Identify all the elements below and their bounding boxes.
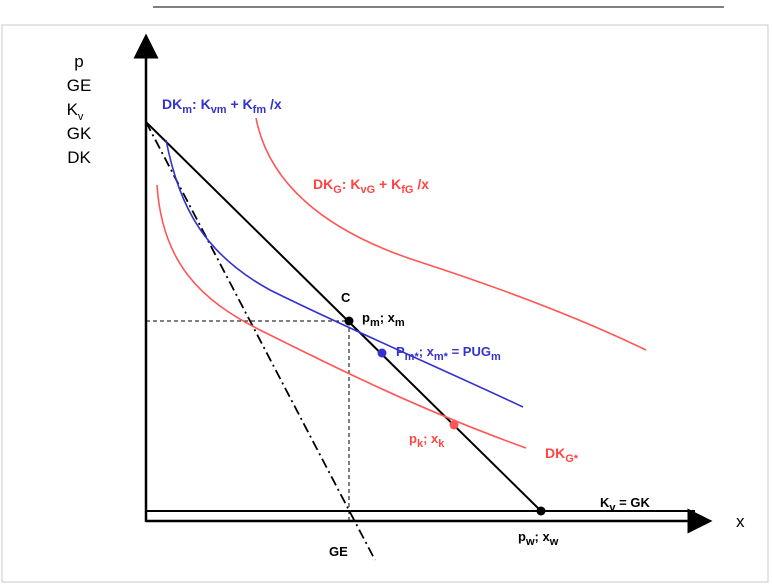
- point-c-label: C: [341, 290, 351, 305]
- demand-line: [145, 121, 542, 512]
- ge-label: GE: [329, 544, 348, 559]
- dk-g-label: DKG: KvG + KfG /x: [313, 176, 429, 196]
- point-c: [344, 316, 354, 326]
- y-label-kv-sub: v: [78, 111, 84, 123]
- pm-xm-label: pm; xm: [362, 310, 405, 329]
- dk-m-label: DKm: Kvm + Kfm /x: [162, 96, 282, 116]
- dk-gstar-curve: [156, 184, 527, 449]
- pmstar-label: Pm*; xm* = PUGm: [396, 344, 501, 363]
- dk-g-curve: [255, 117, 647, 351]
- pk-xk-label: pk; xk: [409, 431, 445, 450]
- y-axis-labels: p GE Kv GK DK: [67, 52, 92, 167]
- y-label-kv-main: K: [67, 100, 79, 119]
- pw-xw-label: pw; xw: [518, 529, 559, 548]
- ge-line: [145, 121, 376, 561]
- y-label-ge: GE: [67, 76, 92, 95]
- dk-m-curve: [165, 139, 524, 408]
- dk-gstar-label: DKG*: [545, 445, 579, 465]
- point-pmstar: [377, 348, 387, 358]
- x-axis-label: x: [736, 512, 745, 531]
- y-label-dk: DK: [67, 148, 91, 167]
- outer-frame: [1, 24, 769, 583]
- y-label-p: p: [74, 52, 83, 71]
- y-label-gk: GK: [67, 124, 92, 143]
- kv-gk-label: Kv = GK: [600, 495, 650, 514]
- point-pw: [536, 506, 546, 516]
- y-label-kv: Kv: [67, 100, 84, 123]
- point-pk: [449, 420, 459, 430]
